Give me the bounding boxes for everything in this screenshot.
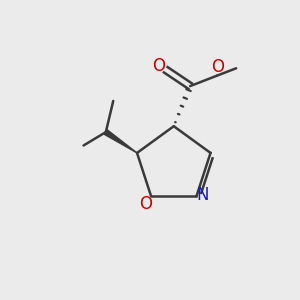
Text: O: O	[211, 58, 224, 76]
Text: N: N	[196, 186, 209, 204]
Text: O: O	[139, 195, 152, 213]
Polygon shape	[104, 130, 137, 153]
Text: O: O	[152, 57, 165, 75]
